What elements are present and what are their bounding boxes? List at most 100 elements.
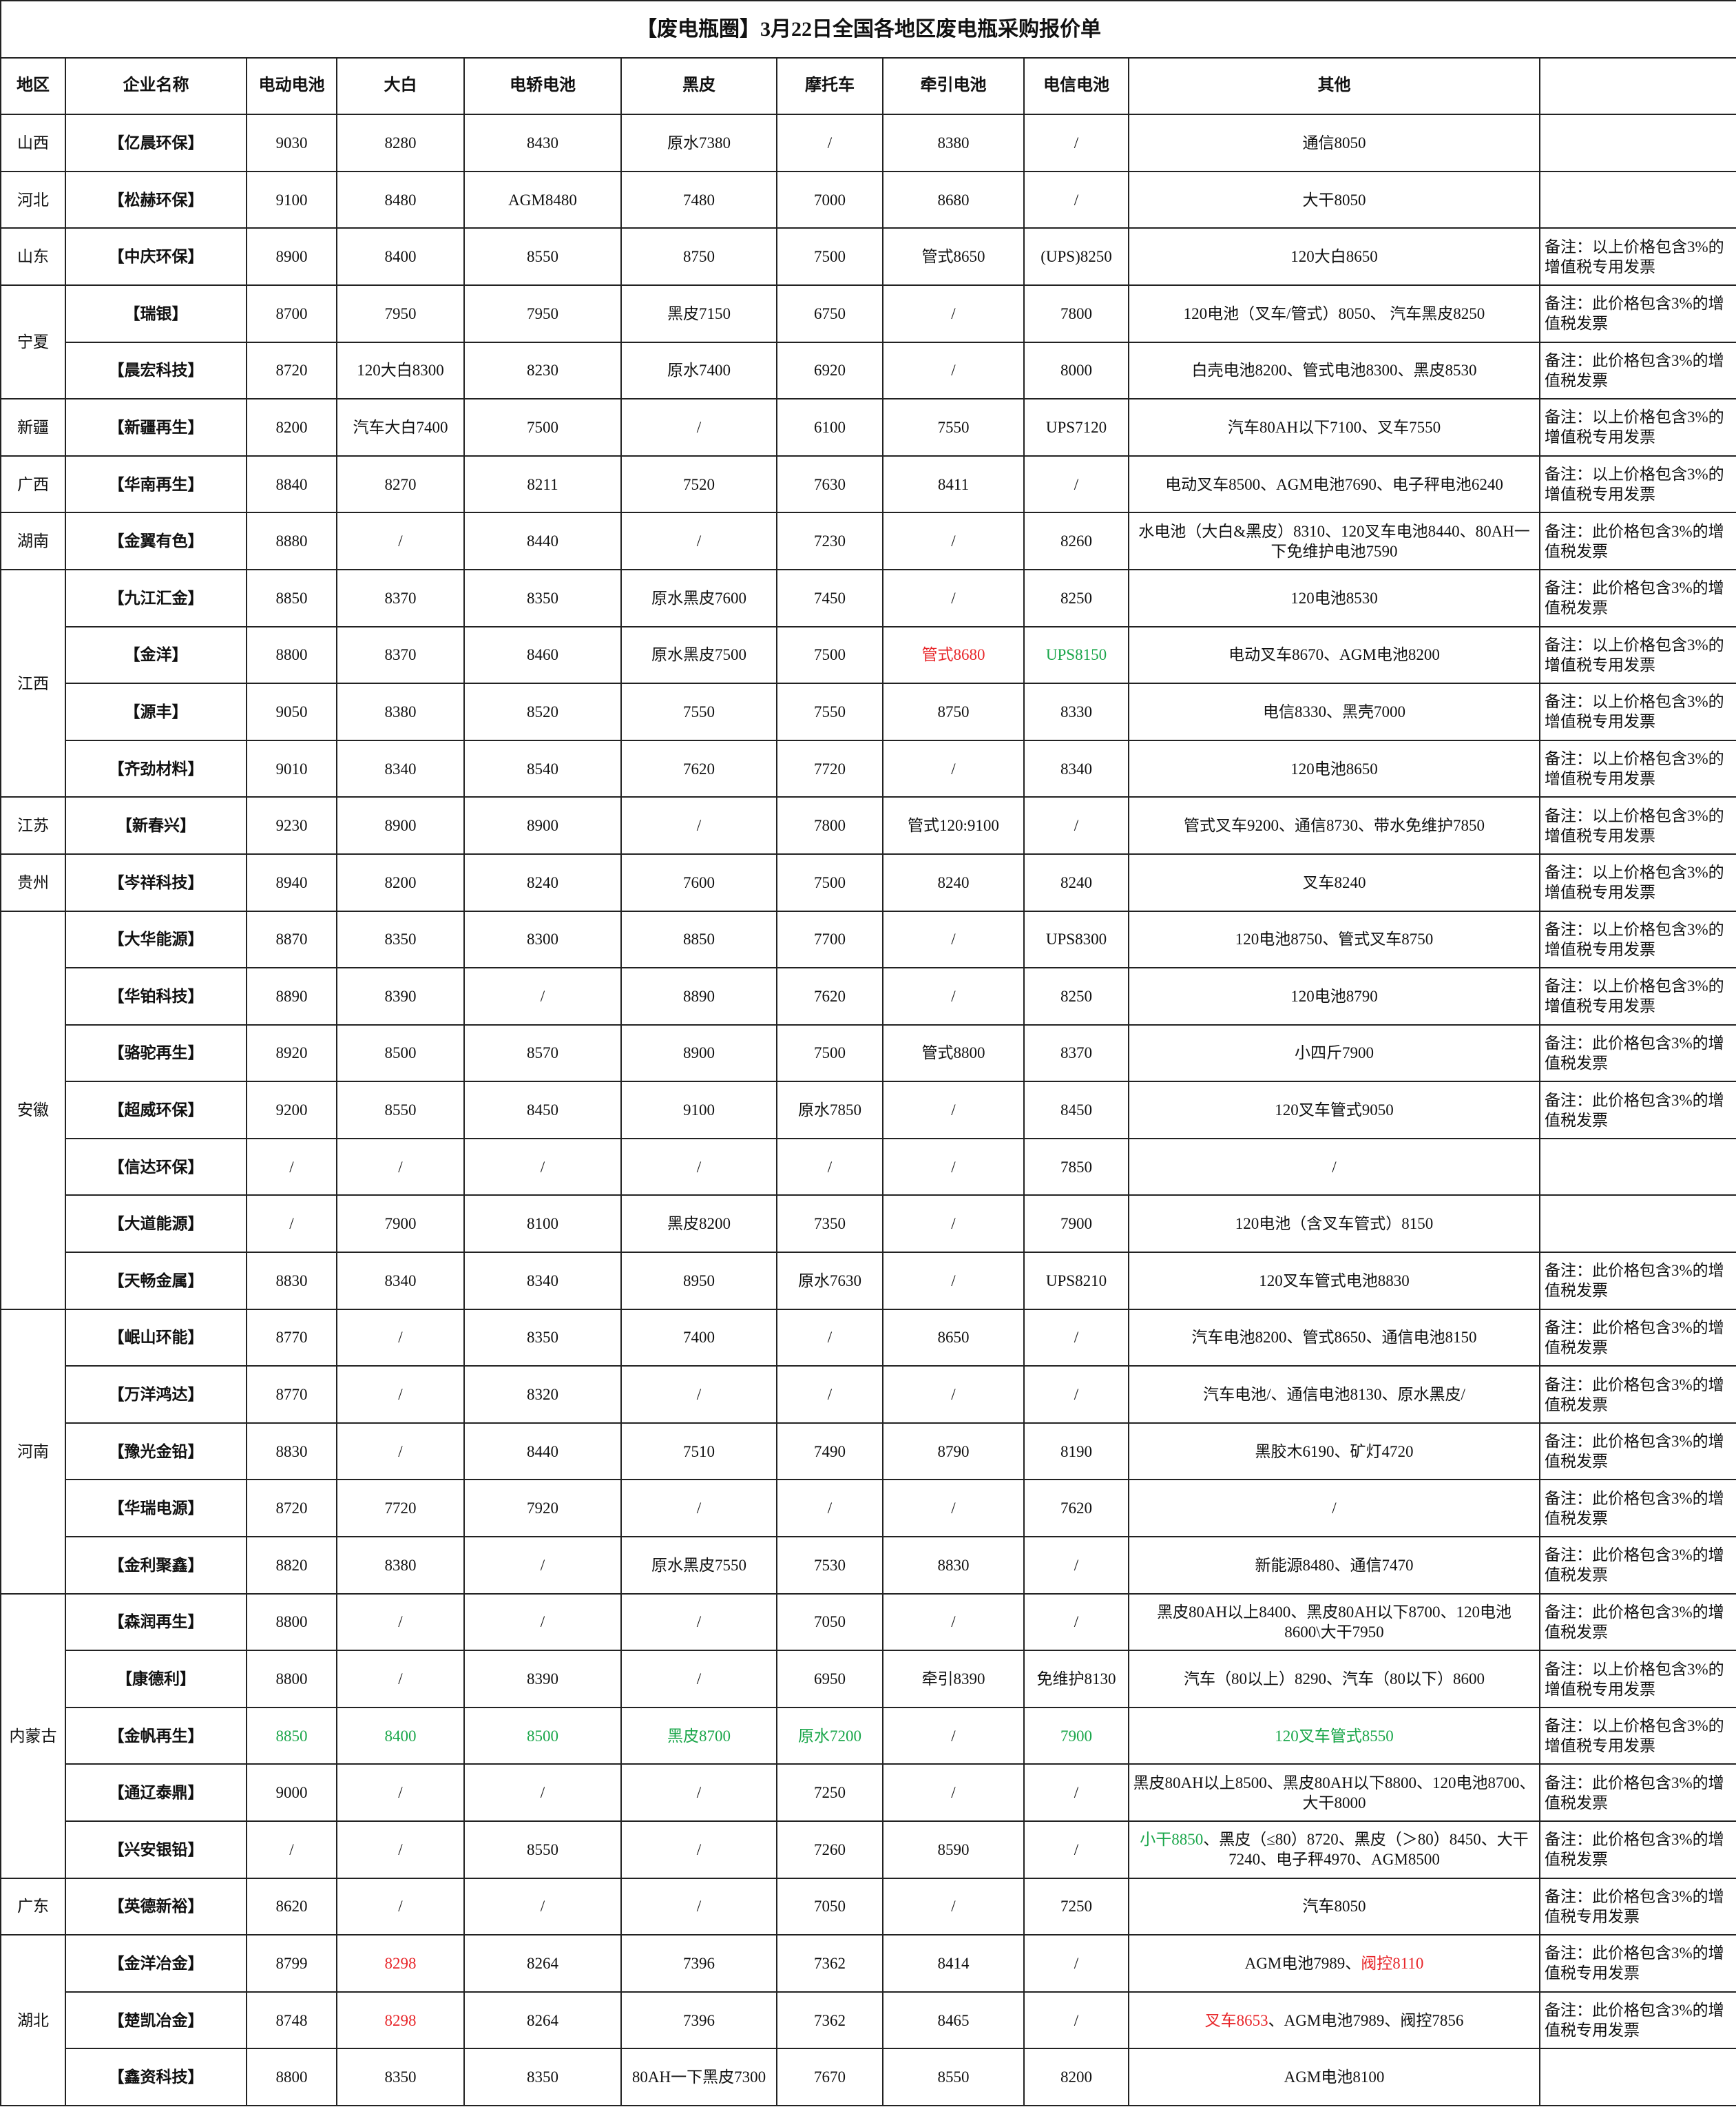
cell-text: 8380 <box>384 1556 417 1574</box>
note-cell: 备注：此价格包含3%的增值税专用发票 <box>1538 1991 1736 2050</box>
traction-cell: 管式120:9100 <box>882 796 1025 855</box>
electric-cell: 9010 <box>246 739 337 798</box>
sedan-cell: / <box>463 1763 622 1822</box>
column-header: 大白 <box>336 56 465 116</box>
cell-text: 备注：此价格包含3%的增值税发票 <box>1545 351 1724 389</box>
cell-text: 8350 <box>384 2068 417 2086</box>
cell-text: 7510 <box>683 1442 715 1460</box>
cell-text: 7400 <box>683 1329 715 1347</box>
cell-text: / <box>1074 475 1079 493</box>
electric-cell: 8880 <box>246 512 337 570</box>
company-cell: 【兴安银铅】 <box>65 1820 247 1879</box>
cell-text: 备注：以上价格包含3%的增值税专用发票 <box>1545 1717 1724 1755</box>
telecom-cell: 7850 <box>1023 1137 1129 1196</box>
motorcycle-cell: 7500 <box>776 625 883 685</box>
company-cell: 【齐劲材料】 <box>65 739 247 798</box>
traction-cell: / <box>882 1194 1025 1254</box>
cell-text: 备注：此价格包含3%的增值税发票 <box>1545 1262 1724 1300</box>
dabai-cell: 8298 <box>336 1934 465 1993</box>
traction-cell: 8680 <box>882 170 1025 229</box>
cell-text: 7630 <box>814 475 846 493</box>
region: 山东 <box>17 248 49 266</box>
cell-text: 7920 <box>527 1499 558 1517</box>
motorcycle-cell: 7050 <box>776 1877 883 1936</box>
sedan-cell: 8300 <box>463 910 622 969</box>
note-cell: 备注：此价格包含3%的增值税发票 <box>1538 1252 1736 1310</box>
heipi-cell: 7620 <box>620 739 777 798</box>
cell-text: 备注：此价格包含3%的增值税发票 <box>1545 1091 1724 1129</box>
cell-text: 【康德利】 <box>116 1670 196 1688</box>
cell-text: 8500 <box>384 1044 417 1062</box>
dabai-cell: / <box>336 1308 465 1367</box>
dabai-cell: 8350 <box>336 2048 465 2106</box>
cell-text: 7396 <box>683 1954 715 1972</box>
region-cell: 内蒙古 <box>0 1592 66 1879</box>
other-cell: AGM电池8100 <box>1128 2048 1540 2106</box>
cell-text: 8620 <box>275 1898 308 1916</box>
motorcycle-cell: 原水7850 <box>776 1081 883 1139</box>
motorcycle-cell: 6750 <box>776 284 883 343</box>
cell-text: / <box>540 987 545 1005</box>
sedan-cell: 8350 <box>463 2048 622 2106</box>
sedan-cell: 8500 <box>463 1706 622 1765</box>
motorcycle-cell: 原水7630 <box>776 1252 883 1310</box>
cell-text: 8920 <box>275 1044 308 1062</box>
dabai-cell: 8370 <box>336 625 465 685</box>
cell-text: 8650 <box>937 1329 970 1347</box>
company-cell: 【源丰】 <box>65 683 247 741</box>
sedan-cell: 8320 <box>463 1365 622 1424</box>
motorcycle-cell: 7500 <box>776 1024 883 1083</box>
cell-text: 原水7850 <box>798 1101 861 1119</box>
table-title: 【废电瓶圈】3月22日全国各地区废电瓶采购报价单 <box>0 0 1736 59</box>
region-cell: 山东 <box>0 227 66 286</box>
cell-text: 8830 <box>937 1556 970 1574</box>
cell-text: 7050 <box>814 1898 846 1916</box>
cell-text: 【通辽泰鼎】 <box>108 1784 204 1802</box>
traction-cell: / <box>882 739 1025 798</box>
cell-text: / <box>696 1613 702 1631</box>
electric-cell: 8748 <box>246 1991 337 2050</box>
cell-text: 8370 <box>1060 1044 1092 1062</box>
cell-text: 【华瑞电源】 <box>108 1499 204 1517</box>
company-cell: 【瑞银】 <box>65 284 247 343</box>
cell-text: 备注：以上价格包含3%的增值税专用发票 <box>1545 977 1724 1015</box>
cell-text: / <box>951 1386 956 1404</box>
note-cell: 备注：此价格包含3%的增值税发票 <box>1538 1308 1736 1367</box>
sedan-cell: 7500 <box>463 398 622 457</box>
cell-text: 原水7380 <box>667 134 731 152</box>
telecom-cell: 8190 <box>1023 1422 1129 1481</box>
sedan-cell: 8540 <box>463 739 622 798</box>
heipi-cell: 原水7380 <box>620 114 777 172</box>
dabai-cell: 7720 <box>336 1479 465 1538</box>
region: 贵州 <box>17 873 49 891</box>
electric-cell: 9230 <box>246 796 337 855</box>
motorcycle-cell: 7230 <box>776 512 883 570</box>
heipi-cell: 8890 <box>620 967 777 1026</box>
cell-text: 8850 <box>683 931 715 948</box>
motorcycle-cell: 7000 <box>776 170 883 229</box>
electric-cell: 8900 <box>246 227 337 286</box>
cell-text: 黑皮8200 <box>667 1215 731 1233</box>
telecom-cell: 免维护8130 <box>1023 1650 1129 1708</box>
cell-text: 备注：此价格包含3%的增值税发票 <box>1545 579 1724 617</box>
heipi-cell: / <box>620 1592 777 1652</box>
cell-text: 8800 <box>275 1613 308 1631</box>
electric-cell: / <box>246 1137 337 1196</box>
cell-text: 【楚凯冶金】 <box>108 2011 204 2029</box>
company-cell: 【亿晨环保】 <box>65 114 247 172</box>
telecom-cell: 8200 <box>1023 2048 1129 2106</box>
cell-text: 8390 <box>527 1670 558 1688</box>
heipi-cell: / <box>620 1877 777 1936</box>
dabai-cell: 8350 <box>336 910 465 969</box>
cell-text: 8380 <box>384 703 417 720</box>
cell-text: 8430 <box>527 134 558 152</box>
cell-text: / <box>540 1613 545 1631</box>
cell-text: 8200 <box>384 873 417 891</box>
telecom-cell: 7250 <box>1023 1877 1129 1936</box>
traction-cell: / <box>882 1365 1025 1424</box>
cell-text: 7600 <box>683 873 715 891</box>
cell-text: 黑皮80AH以上8400、黑皮80AH以下8700、120电池8600\大干79… <box>1157 1603 1512 1641</box>
cell-text: 8590 <box>937 1840 970 1858</box>
cell-text: 8820 <box>275 1556 308 1574</box>
